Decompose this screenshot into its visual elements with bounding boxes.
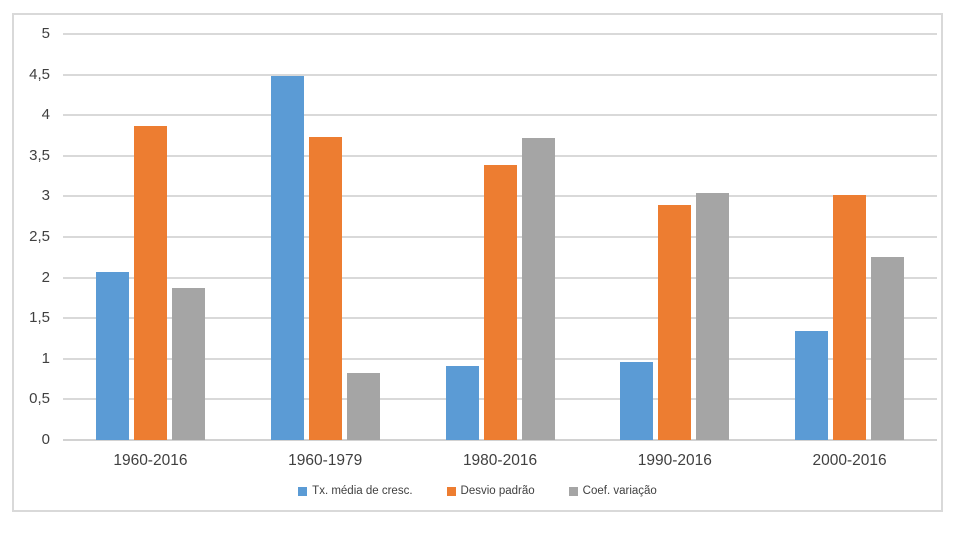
gridline	[63, 154, 937, 157]
gridline	[63, 33, 937, 35]
x-tick-label: 1980-2016	[462, 452, 538, 469]
x-tick-label: 1990-2016	[637, 452, 712, 469]
bar-series-2-group-4	[871, 256, 905, 440]
x-axis: 1960-2016 1960-1979 1980-2016 1990-2016 2000…	[63, 452, 937, 474]
y-tick-label: 5	[41, 25, 50, 42]
y-tick-label: 3,5	[29, 146, 50, 164]
bar-series-0-group-0	[95, 271, 129, 440]
bar-series-2-group-3	[696, 193, 730, 440]
x-tick-label: 2000-2016	[812, 452, 887, 469]
legend-label: Tx. média de cresc.	[312, 485, 413, 497]
x-axis-line	[63, 439, 937, 441]
gridline	[63, 73, 937, 76]
bar-series-0-group-3	[620, 362, 654, 440]
y-tick-label: 0	[41, 431, 50, 448]
legend-swatch-icon	[298, 486, 308, 496]
y-tick-label: 2	[41, 268, 50, 286]
bar-series-0-group-1	[270, 76, 304, 440]
bar-chart-frame: 0 0,5 1 1,5 2 2,5 3 3,5 4 4,5 5 1960-2016 1960-1979…	[12, 13, 943, 512]
y-tick-label: 4,5	[29, 65, 50, 83]
bar-series-1-group-0	[133, 125, 167, 440]
bar-series-1-group-4	[833, 194, 867, 440]
y-axis: 0 0,5 1 1,5 2 2,5 3 3,5 4 4,5 5	[14, 15, 50, 510]
y-tick-label: 2,5	[29, 228, 50, 245]
legend: Tx. média de cresc. Desvio padrão Coef. va…	[14, 485, 941, 497]
x-tick-label: 1960-2016	[113, 452, 188, 469]
y-tick-label: 3	[41, 187, 50, 205]
y-tick-label: 4	[41, 106, 50, 124]
legend-item-2: Coef. variação	[568, 485, 657, 497]
legend-item-1: Desvio padrão	[446, 485, 535, 497]
bar-series-2-group-2	[521, 137, 555, 440]
bar-series-2-group-1	[346, 372, 380, 440]
legend-swatch-icon	[568, 486, 578, 496]
bar-series-1-group-1	[308, 137, 342, 440]
bar-series-1-group-2	[483, 164, 517, 440]
legend-swatch-icon	[446, 486, 456, 496]
bar-series-0-group-2	[445, 366, 479, 440]
x-tick-label: 1960-1979	[288, 452, 363, 469]
plot-area	[63, 33, 937, 441]
gridline	[63, 114, 937, 117]
bar-series-1-group-3	[658, 204, 692, 440]
legend-item-0: Tx. média de cresc.	[298, 485, 413, 497]
legend-label: Coef. variação	[582, 485, 657, 497]
y-tick-label: 1	[41, 349, 50, 367]
legend-label: Desvio padrão	[460, 485, 535, 497]
bar-series-0-group-4	[795, 331, 829, 440]
bar-series-2-group-0	[171, 288, 205, 440]
y-tick-label: 0,5	[29, 390, 50, 408]
y-tick-label: 1,5	[29, 309, 50, 327]
